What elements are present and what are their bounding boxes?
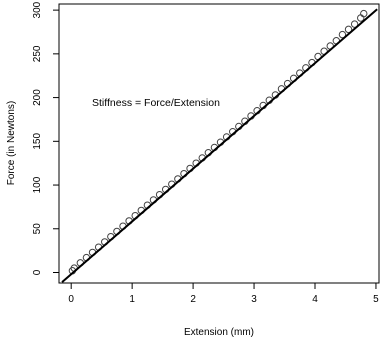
- x-axis: 0 1 2 3 4 5: [68, 283, 379, 305]
- x-tick-label: 4: [312, 294, 318, 305]
- x-axis-title: Extension (mm): [184, 327, 254, 337]
- data-point: [360, 9, 368, 18]
- y-tick-label: 0: [32, 269, 43, 275]
- regression-line: [61, 8, 378, 283]
- plot-frame: [58, 3, 380, 284]
- x-tick-label: 5: [373, 294, 379, 305]
- y-tick-label: 250: [32, 45, 43, 62]
- data-point: [350, 20, 359, 28]
- data-point: [357, 14, 365, 22]
- x-tick-label: 0: [68, 294, 74, 305]
- y-tick-label: 300: [32, 1, 43, 18]
- y-tick-label: 100: [32, 176, 43, 193]
- y-tick-label: 200: [32, 89, 43, 106]
- x-tick-label: 2: [190, 294, 196, 305]
- data-points: [68, 9, 368, 275]
- y-tick-label: 150: [32, 133, 43, 150]
- data-point: [344, 25, 353, 34]
- y-axis-title: Force (in Newtons): [6, 101, 17, 185]
- x-tick-label: 1: [129, 294, 135, 305]
- y-tick-label: 50: [32, 223, 43, 235]
- data-point: [338, 30, 347, 39]
- y-axis: 0 50 100 150 200 250 300: [32, 1, 59, 275]
- stiffness-annotation: Stiffness = Force/Extension: [92, 97, 220, 109]
- x-tick-label: 3: [251, 294, 257, 305]
